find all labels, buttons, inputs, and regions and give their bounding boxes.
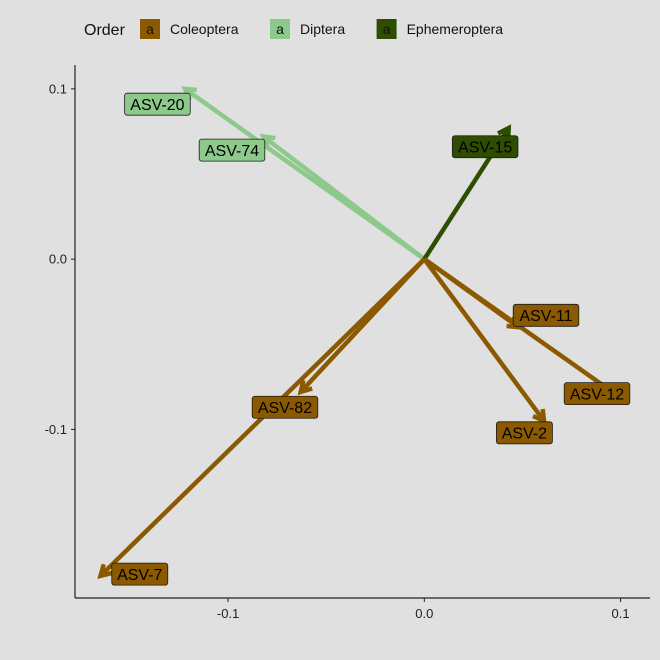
label-box — [111, 562, 169, 586]
label-asv-20: ASV-20 — [124, 92, 191, 116]
label-asv-82: ASV-82 — [251, 395, 319, 419]
label-asv-74: ASV-74 — [198, 138, 266, 162]
legend-item-diptera: a Diptera — [270, 19, 345, 39]
x-tick-label: 0.0 — [415, 606, 433, 621]
label-text: ASV-2 — [502, 426, 547, 443]
label-text: ASV-20 — [130, 97, 184, 114]
y-tick-label: -0.1 — [45, 422, 67, 437]
legend-label-diptera: Diptera — [300, 21, 345, 37]
legend-key-glyph: a — [146, 21, 154, 37]
arrow-head — [259, 133, 276, 149]
legend-key-ephemeroptera — [376, 19, 397, 39]
legend-key-glyph: a — [383, 21, 391, 37]
arrow-asv-74 — [259, 133, 426, 261]
legend-label-ephemeroptera: Ephemeroptera — [407, 21, 504, 37]
legend-key-diptera — [270, 19, 290, 39]
legend-title: Order — [84, 22, 126, 39]
label-box — [198, 138, 266, 162]
x-tick-label: 0.1 — [612, 606, 630, 621]
legend-item-coleoptera: a Coleoptera — [140, 19, 239, 39]
label-box — [251, 395, 319, 419]
label-text: ASV-74 — [205, 143, 259, 160]
label-box — [124, 92, 191, 116]
axes: -0.1 0.0 0.1 0.1 0.0 -0.1 — [45, 65, 650, 621]
legend: Order a Coleoptera a Diptera a Ephemeroptera — [84, 19, 503, 39]
y-tick-label: 0.1 — [49, 81, 67, 96]
arrow-head — [532, 408, 547, 425]
legend-key-glyph: a — [276, 21, 284, 37]
label-asv-2: ASV-2 — [496, 421, 553, 445]
label-asv-15: ASV-15 — [451, 135, 519, 159]
label-asv-7: ASV-7 — [111, 562, 169, 586]
y-tick-label: 0.0 — [49, 252, 67, 267]
label-asv-12: ASV-12 — [563, 382, 631, 406]
arrow-line — [423, 257, 626, 403]
label-layer: ASV-20 ASV-74 ASV-15 ASV-11 ASV-12 ASV-2 ASV-8… — [111, 92, 631, 586]
label-text: ASV-82 — [258, 400, 312, 417]
label-asv-11: ASV-11 — [512, 303, 580, 327]
arrow-head — [97, 563, 113, 580]
arrow-layer — [97, 86, 629, 580]
arrow-asv-12 — [423, 257, 629, 404]
legend-key-coleoptera — [140, 19, 160, 39]
arrow-asv-2 — [422, 257, 547, 425]
label-text: ASV-15 — [458, 140, 512, 157]
label-box — [563, 382, 631, 406]
label-text: ASV-11 — [519, 308, 572, 325]
legend-item-ephemeroptera: a Ephemeroptera — [376, 19, 504, 39]
arrow-head — [297, 379, 313, 396]
x-tick-label: -0.1 — [217, 606, 239, 621]
label-box — [512, 303, 580, 327]
label-text: ASV-12 — [570, 386, 624, 403]
arrow-line — [262, 134, 426, 261]
arrow-line — [422, 257, 546, 423]
label-box — [451, 135, 519, 159]
label-text: ASV-7 — [117, 567, 162, 584]
legend-label-coleoptera: Coleoptera — [170, 21, 239, 37]
label-box — [496, 421, 553, 445]
